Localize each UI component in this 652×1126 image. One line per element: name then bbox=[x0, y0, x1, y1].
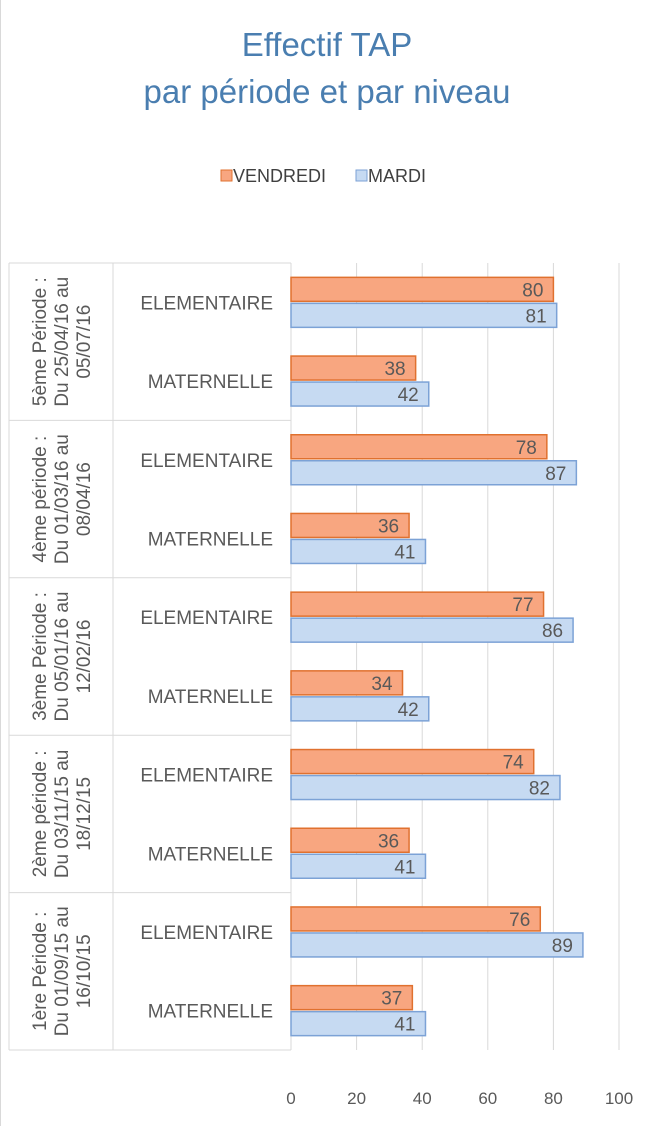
bar-mardi-2-2 bbox=[290, 538, 427, 565]
bar-mardi-2-1 bbox=[290, 460, 578, 486]
bar-mardi-3-1 bbox=[290, 617, 574, 643]
x-tick-label-80: 80 bbox=[544, 1089, 563, 1108]
bar-vendredi-3-2 bbox=[290, 670, 404, 696]
data-label-vendredi-4-1: 74 bbox=[503, 753, 525, 774]
category-label-1-1: ELEMENTAIRE bbox=[140, 293, 273, 314]
bar-vendredi-4-1 bbox=[290, 748, 535, 775]
bar-mardi-1-1 bbox=[290, 302, 558, 329]
group-label-1-line-2: Du 25/04/16 au bbox=[52, 277, 73, 407]
group-label-3-line-2: Du 05/01/16 au bbox=[52, 592, 73, 722]
chart-title-line-1: Effectif TAP bbox=[242, 26, 413, 63]
data-label-mardi-3-1: 86 bbox=[542, 621, 563, 642]
category-label-3-1: ELEMENTAIRE bbox=[140, 608, 273, 629]
group-label-5-line-1: 1ère Période : bbox=[30, 912, 51, 1031]
category-label-4-1: ELEMENTAIRE bbox=[140, 766, 273, 787]
data-label-mardi-2-1: 87 bbox=[545, 464, 566, 485]
legend-label-mardi: MARDI bbox=[368, 166, 426, 186]
group-label-4-line-1: 2ème période : bbox=[30, 751, 51, 878]
bar-vendredi-3-1 bbox=[290, 591, 545, 617]
data-label-mardi-4-1: 82 bbox=[529, 779, 550, 800]
group-label-1-line-1: 5ème Période : bbox=[30, 277, 51, 406]
data-label-vendredi-3-1: 77 bbox=[512, 595, 533, 616]
bar-mardi-5-2 bbox=[290, 1010, 427, 1037]
data-label-mardi-2-2: 41 bbox=[394, 542, 415, 563]
group-label-1-line-3: 05/07/16 bbox=[74, 305, 95, 379]
x-tick-label-60: 60 bbox=[478, 1089, 497, 1108]
data-label-mardi-1-1: 81 bbox=[526, 306, 547, 327]
category-label-2-1: ELEMENTAIRE bbox=[140, 451, 273, 472]
legend-label-vendredi: VENDREDI bbox=[233, 166, 326, 186]
chart-title-line-2: par période et par niveau bbox=[144, 73, 511, 110]
category-label-4-2: MATERNELLE bbox=[148, 844, 273, 865]
data-label-vendredi-1-2: 38 bbox=[384, 359, 405, 380]
group-label-2-line-2: Du 01/03/16 au bbox=[52, 434, 73, 564]
group-label-4-line-2: Du 03/11/15 au bbox=[52, 750, 73, 879]
bar-vendredi-1-1 bbox=[290, 276, 555, 303]
category-label-3-2: MATERNELLE bbox=[148, 687, 273, 708]
data-label-vendredi-3-2: 34 bbox=[371, 674, 393, 695]
data-label-mardi-5-2: 41 bbox=[394, 1015, 415, 1036]
group-label-5-line-3: 16/10/15 bbox=[74, 934, 95, 1008]
category-label-5-1: ELEMENTAIRE bbox=[140, 923, 273, 944]
x-tick-label-20: 20 bbox=[347, 1089, 366, 1108]
data-label-mardi-3-2: 42 bbox=[398, 700, 419, 721]
bar-vendredi-2-1 bbox=[290, 434, 548, 460]
category-label-1-2: MATERNELLE bbox=[148, 372, 273, 393]
data-label-vendredi-2-2: 36 bbox=[378, 516, 399, 537]
data-label-vendredi-2-1: 78 bbox=[516, 438, 537, 459]
bar-vendredi-2-2 bbox=[290, 512, 410, 539]
group-label-3-line-3: 12/02/16 bbox=[74, 620, 95, 694]
bar-mardi-1-2 bbox=[290, 381, 430, 407]
bar-mardi-5-1 bbox=[290, 932, 584, 958]
data-label-vendredi-1-1: 80 bbox=[522, 280, 543, 301]
x-tick-label-40: 40 bbox=[413, 1089, 432, 1108]
category-label-2-2: MATERNELLE bbox=[148, 529, 273, 550]
x-tick-label-0: 0 bbox=[286, 1089, 295, 1108]
data-label-vendredi-5-2: 37 bbox=[381, 989, 402, 1010]
bar-vendredi-4-2 bbox=[290, 827, 410, 853]
category-label-5-2: MATERNELLE bbox=[148, 1002, 273, 1023]
group-label-2-line-1: 4ème période : bbox=[30, 436, 51, 563]
data-label-mardi-5-1: 89 bbox=[552, 936, 573, 957]
bar-mardi-4-2 bbox=[290, 853, 427, 879]
group-label-4-line-3: 18/12/15 bbox=[74, 777, 95, 851]
data-label-vendredi-4-2: 36 bbox=[378, 831, 399, 852]
group-label-3-line-1: 3ème Période : bbox=[30, 592, 51, 721]
bar-vendredi-1-2 bbox=[290, 355, 417, 381]
group-label-5-line-2: Du 01/09/15 au bbox=[52, 906, 73, 1036]
data-label-mardi-1-2: 42 bbox=[398, 385, 419, 406]
bar-mardi-3-2 bbox=[290, 696, 430, 722]
legend-swatch-vendredi bbox=[220, 169, 233, 182]
bar-vendredi-5-2 bbox=[290, 984, 414, 1011]
x-tick-label-100: 100 bbox=[605, 1089, 633, 1108]
data-label-vendredi-5-1: 76 bbox=[509, 910, 530, 931]
bar-vendredi-5-1 bbox=[290, 906, 542, 932]
bar-mardi-4-1 bbox=[290, 774, 561, 801]
group-label-2-line-3: 08/04/16 bbox=[74, 462, 95, 536]
legend-swatch-mardi bbox=[355, 169, 368, 182]
data-label-mardi-4-2: 41 bbox=[394, 857, 415, 878]
